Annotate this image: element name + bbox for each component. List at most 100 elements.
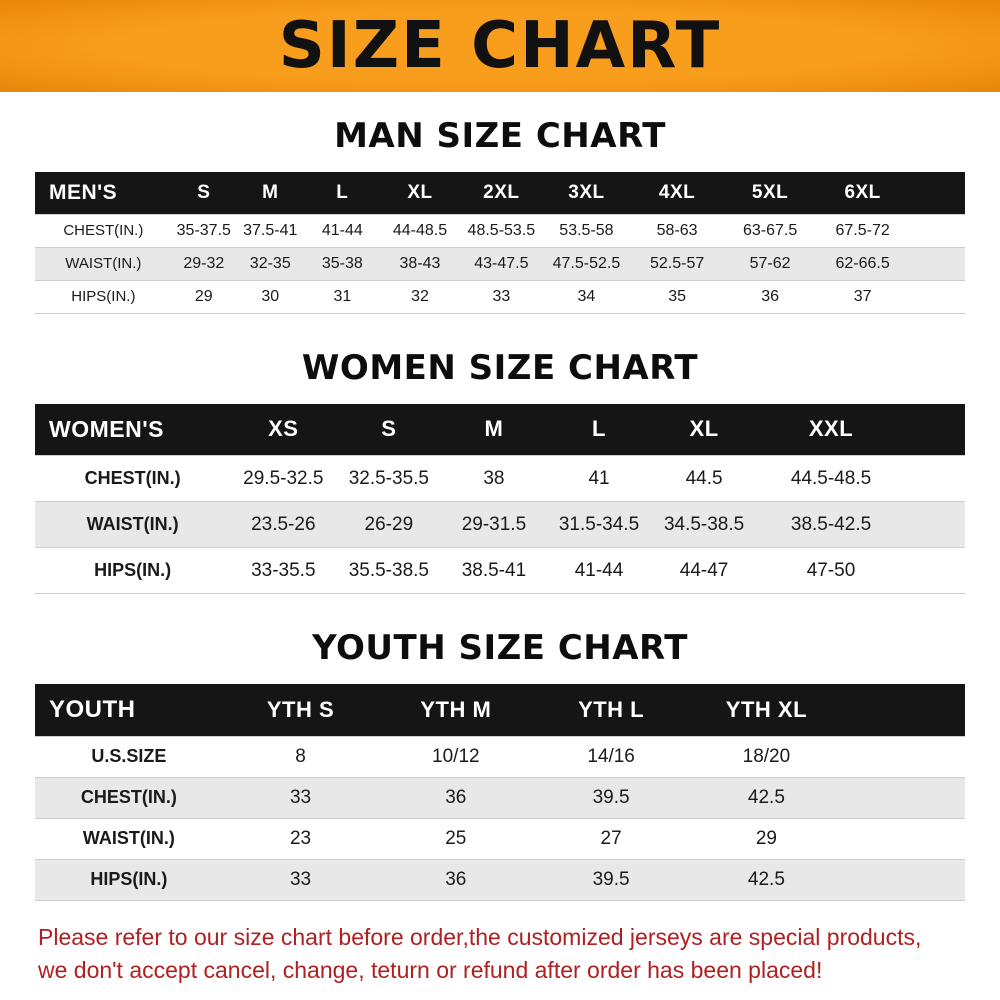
mens-size-table: MEN'S S M L XL 2XL 3XL 4XL 5XL 6XL CHEST(IN.) 35-37… (35, 172, 965, 314)
value-cell: 41 (546, 455, 652, 502)
value-cell: 44-48.5 (380, 213, 460, 247)
size-header-cell: 4XL (630, 172, 725, 214)
mens-size-table-grid: MEN'S S M L XL 2XL 3XL 4XL 5XL 6XL CHEST(IN.) 35-37… (35, 172, 965, 314)
size-header-cell: YTH L (533, 684, 689, 736)
table-row: HIPS(IN.) 33-35.5 35.5-38.5 38.5-41 41-44 44-… (35, 547, 965, 594)
value-cell: 57-62 (724, 246, 817, 280)
value-cell: 8 (222, 735, 379, 777)
value-cell: 48.5-53.5 (459, 213, 543, 247)
value-cell: 47.5-52.5 (542, 246, 631, 280)
table-row: U.S.SIZE 8 10/12 14/16 18/20 (35, 735, 965, 777)
womens-size-table-grid: WOMEN'S XS S M L XL XXL CHEST(IN.) 29.5-32.5 32.5… (35, 403, 965, 594)
spacer-cell (844, 735, 965, 777)
value-cell: 42.5 (688, 858, 845, 901)
value-cell: 38-43 (380, 246, 460, 280)
value-cell: 41-44 (546, 547, 652, 594)
value-cell: 33 (222, 858, 379, 901)
value-cell: 38.5-41 (441, 547, 547, 594)
value-cell: 29-31.5 (441, 501, 547, 548)
size-header-cell: XL (651, 403, 757, 456)
value-cell: 38 (441, 455, 547, 502)
size-header-cell: L (546, 403, 652, 456)
value-cell: 41-44 (304, 213, 380, 247)
table-header-row: WOMEN'S XS S M L XL XXL (35, 403, 965, 456)
youth-size-table: YOUTH YTH S YTH M YTH L YTH XL U.S.SIZE 8 10/12… (35, 684, 965, 901)
size-header-cell: M (441, 403, 547, 456)
spacer-cell (909, 279, 965, 314)
value-cell: 36 (378, 776, 534, 818)
row-label-cell: CHEST(IN.) (35, 213, 172, 247)
value-cell: 44-47 (651, 547, 757, 594)
value-cell: 18/20 (688, 735, 845, 777)
size-header-cell: M (235, 172, 305, 214)
row-label-cell: WAIST(IN.) (35, 501, 231, 548)
table-row: HIPS(IN.) 33 36 39.5 42.5 (35, 858, 965, 901)
size-header-cell: L (304, 172, 380, 214)
size-header-cell: YTH S (222, 684, 379, 736)
row-label-cell: HIPS(IN.) (35, 547, 231, 594)
value-cell: 31 (304, 279, 380, 314)
value-cell: 27 (533, 817, 689, 859)
table-title-cell: WOMEN'S (35, 403, 231, 456)
size-header-cell: XXL (756, 403, 906, 456)
spacer-cell (909, 246, 965, 280)
row-label-cell: CHEST(IN.) (35, 455, 231, 502)
youth-section-heading: YOUTH SIZE CHART (312, 628, 688, 668)
value-cell: 29 (171, 279, 236, 314)
spacer-cell (905, 501, 965, 548)
value-cell: 31.5-34.5 (546, 501, 652, 548)
value-cell: 39.5 (533, 858, 689, 901)
table-title-cell: MEN'S (35, 172, 172, 214)
row-label-cell: WAIST(IN.) (35, 246, 172, 280)
value-cell: 33-35.5 (230, 547, 337, 594)
value-cell: 35-37.5 (171, 213, 236, 247)
women-section-heading: WOMEN SIZE CHART (301, 347, 699, 388)
size-header-cell: YTH M (378, 684, 534, 736)
spacer-cell (905, 403, 965, 456)
value-cell: 35-38 (304, 246, 380, 280)
value-cell: 38.5-42.5 (756, 501, 906, 548)
value-cell: 37 (816, 279, 910, 314)
value-cell: 44.5-48.5 (756, 455, 906, 502)
size-header-cell: 3XL (542, 172, 631, 214)
size-header-cell: YTH XL (688, 684, 845, 736)
value-cell: 36 (378, 858, 534, 901)
row-label-cell: HIPS(IN.) (35, 858, 223, 901)
value-cell: 29.5-32.5 (230, 455, 337, 502)
disclaimer-line-2: we don't accept cancel, change, teturn o… (38, 956, 823, 983)
size-header-cell: XL (380, 172, 460, 214)
value-cell: 52.5-57 (630, 246, 725, 280)
table-row: WAIST(IN.) 29-32 32-35 35-38 38-43 43-47.5 47.… (35, 246, 965, 280)
size-header-cell: 2XL (459, 172, 543, 214)
youth-size-table-grid: YOUTH YTH S YTH M YTH L YTH XL U.S.SIZE 8 10/12… (35, 684, 965, 901)
value-cell: 43-47.5 (459, 246, 543, 280)
value-cell: 32 (380, 279, 460, 314)
table-header-row: MEN'S S M L XL 2XL 3XL 4XL 5XL 6XL (35, 172, 965, 214)
value-cell: 33 (459, 279, 543, 314)
size-header-cell: S (171, 172, 236, 214)
footer-disclaimer: Please refer to our size chart before or… (38, 921, 1000, 988)
value-cell: 42.5 (688, 776, 845, 818)
value-cell: 35.5-38.5 (336, 547, 442, 594)
value-cell: 58-63 (630, 213, 725, 247)
size-header-cell: 5XL (724, 172, 817, 214)
value-cell: 53.5-58 (542, 213, 631, 247)
spacer-cell (905, 547, 965, 594)
row-label-cell: CHEST(IN.) (35, 776, 223, 818)
value-cell: 34 (542, 279, 631, 314)
womens-size-table: WOMEN'S XS S M L XL XXL CHEST(IN.) 29.5-32.5 32.5… (35, 403, 965, 594)
table-row: CHEST(IN.) 29.5-32.5 32.5-35.5 38 41 44.5 44.5… (35, 455, 965, 502)
value-cell: 63-67.5 (724, 213, 817, 247)
banner: SIZE CHART (0, 0, 1000, 92)
table-row: HIPS(IN.) 29 30 31 32 33 34 35 36 37 (35, 279, 965, 314)
value-cell: 14/16 (533, 735, 689, 777)
table-row: WAIST(IN.) 23.5-26 26-29 29-31.5 31.5-34.5 34… (35, 501, 965, 548)
spacer-cell (909, 172, 965, 214)
table-row: CHEST(IN.) 35-37.5 37.5-41 41-44 44-48.5 48.5… (35, 213, 965, 247)
size-header-cell: 6XL (816, 172, 910, 214)
size-header-cell: XS (230, 403, 337, 456)
value-cell: 39.5 (533, 776, 689, 818)
spacer-cell (844, 858, 965, 901)
men-section-heading: MAN SIZE CHART (334, 116, 666, 156)
